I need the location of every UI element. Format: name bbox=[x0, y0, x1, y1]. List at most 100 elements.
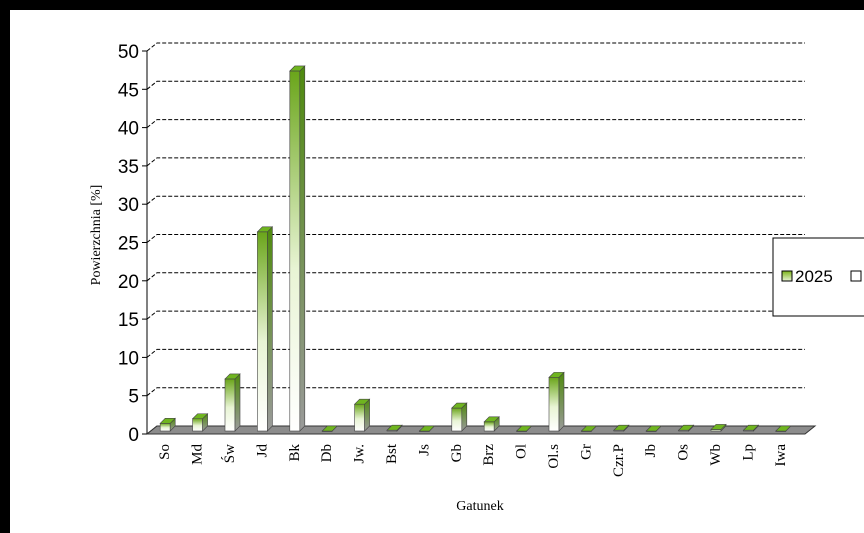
x-tick-label: Wb bbox=[708, 444, 724, 466]
bar-Jd bbox=[256, 226, 274, 432]
x-tick-label: Gb bbox=[449, 444, 465, 462]
gridline bbox=[146, 42, 805, 52]
bar-So bbox=[159, 417, 176, 432]
y-tick-label: 45 bbox=[118, 80, 139, 101]
bar-top bbox=[515, 425, 533, 432]
x-axis-ticks: So Md Św Jd Bk Db Jw. Bst Js Gb Brz Ol Ol.s Gr Czr.P Jb… bbox=[157, 443, 789, 477]
bar-Iwa bbox=[775, 425, 792, 432]
bar-top bbox=[224, 373, 241, 380]
bar-front bbox=[354, 403, 365, 432]
y-tick-label: 40 bbox=[118, 119, 139, 140]
bar-Js bbox=[418, 425, 436, 432]
bar-Os bbox=[677, 424, 695, 432]
bar-top bbox=[386, 424, 403, 431]
bar-Brz bbox=[483, 416, 500, 432]
x-tick-label: Brz bbox=[481, 444, 497, 466]
bar-top bbox=[289, 65, 306, 72]
legend-swatch-2025 bbox=[781, 270, 793, 282]
gridline bbox=[146, 310, 805, 320]
bars bbox=[159, 65, 792, 432]
y-tick-label: 50 bbox=[118, 42, 139, 63]
x-tick-label: Md bbox=[190, 444, 206, 465]
bar-Czr.P bbox=[613, 424, 630, 432]
gridline bbox=[146, 348, 805, 358]
bar-side bbox=[299, 65, 306, 432]
bar-top bbox=[353, 398, 371, 405]
bar-top bbox=[159, 418, 176, 424]
bar-Bk bbox=[289, 65, 306, 432]
bar-top bbox=[191, 413, 209, 420]
bar-top bbox=[256, 226, 274, 233]
bar-top bbox=[677, 424, 695, 431]
x-tick-label: Os bbox=[676, 444, 692, 461]
bar-Md bbox=[191, 413, 209, 432]
y-tick-label: 35 bbox=[118, 157, 139, 178]
bar-front bbox=[159, 423, 171, 432]
gridlines bbox=[146, 42, 805, 435]
bar-side bbox=[267, 226, 273, 432]
floor-plane bbox=[145, 425, 817, 435]
chart-frame: 0 5 10 15 20 25 30 35 40 45 50 So Md Św Jd Bk Db Jw. Bst J… bbox=[10, 10, 864, 533]
bar-top bbox=[548, 372, 565, 378]
bar-front bbox=[224, 378, 236, 432]
bar-side bbox=[234, 373, 241, 432]
x-tick-label: Jw. bbox=[352, 444, 368, 463]
x-tick-label: Św bbox=[221, 444, 238, 463]
bar-top bbox=[775, 425, 792, 432]
y-axis-ticks: 0 5 10 15 20 25 30 35 40 45 50 bbox=[118, 42, 147, 446]
bar-side bbox=[558, 371, 565, 432]
bar-top bbox=[418, 425, 436, 432]
x-tick-label: Bk bbox=[287, 444, 303, 462]
bar-Jw. bbox=[353, 398, 371, 432]
x-tick-label: Ol.s bbox=[546, 444, 562, 469]
x-tick-label: Gr bbox=[578, 444, 594, 460]
x-tick-label: Bst bbox=[384, 443, 400, 464]
y-tick-label: 15 bbox=[118, 310, 139, 331]
y-axis-title: Powierzchnia [%] bbox=[89, 185, 104, 286]
legend-label-2025: 2025 bbox=[795, 267, 833, 286]
bar-top bbox=[483, 416, 500, 423]
legend-swatch-2 bbox=[850, 270, 862, 282]
bar-top bbox=[742, 424, 760, 431]
x-tick-label: Ol bbox=[514, 444, 530, 459]
bar-Bst bbox=[386, 424, 403, 432]
y-tick-label: 25 bbox=[118, 234, 139, 255]
bar-front bbox=[548, 377, 560, 432]
legend: 2025 bbox=[772, 237, 864, 317]
bar-top bbox=[613, 424, 630, 431]
bar-Św bbox=[224, 373, 241, 432]
bar-Ol bbox=[515, 425, 533, 432]
y-tick-label: 5 bbox=[128, 387, 139, 408]
bar-top bbox=[710, 424, 727, 430]
bar-top bbox=[451, 402, 468, 409]
gridline bbox=[146, 119, 805, 128]
bar-top bbox=[321, 425, 338, 432]
chart-floor bbox=[145, 425, 817, 435]
bar-front bbox=[289, 70, 301, 432]
bar-side bbox=[364, 398, 370, 432]
bar-Ol.s bbox=[548, 371, 565, 432]
legend-box bbox=[772, 237, 864, 317]
y-tick-label: 10 bbox=[118, 348, 139, 369]
gridline bbox=[146, 272, 805, 282]
bar-top bbox=[645, 425, 662, 432]
x-tick-label: Lp bbox=[740, 444, 756, 461]
gridline bbox=[146, 157, 805, 167]
bar-Gr bbox=[580, 425, 598, 432]
x-axis-title: Gatunek bbox=[456, 499, 503, 514]
y-tick-label: 0 bbox=[128, 425, 139, 446]
y-tick-label: 30 bbox=[118, 195, 139, 216]
gridline bbox=[146, 195, 805, 205]
x-tick-label: Czr.P bbox=[611, 444, 627, 477]
x-tick-label: Jb bbox=[643, 444, 659, 457]
x-tick-label: Iwa bbox=[773, 444, 789, 467]
gridline bbox=[146, 80, 805, 90]
bar-Wb bbox=[710, 423, 727, 432]
bar-top bbox=[580, 425, 598, 432]
bar-front bbox=[257, 231, 268, 432]
x-tick-label: Db bbox=[319, 444, 335, 462]
bar-Lp bbox=[742, 424, 760, 432]
bar-Db bbox=[321, 425, 338, 432]
bar-Gb bbox=[451, 402, 468, 432]
